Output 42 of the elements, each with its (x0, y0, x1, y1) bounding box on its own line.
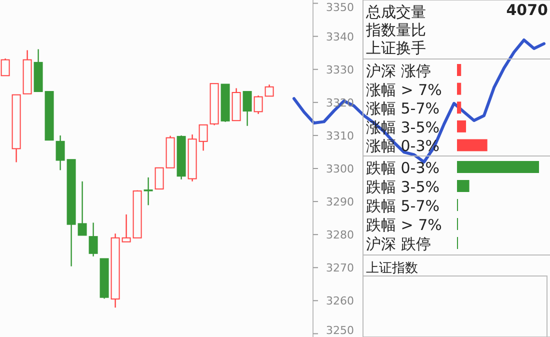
y-tick-label: 涨幅 3-5% (366, 118, 440, 136)
y-tick-label: 沪深 涨停 (366, 62, 431, 80)
y-tick-label: 跌幅 0-3% (366, 159, 440, 177)
y-tick-label: 3270 (326, 262, 354, 275)
y-tick-label: 3340 (326, 30, 354, 44)
y-tick-label: 3310 (326, 129, 354, 142)
candlestick (144, 176, 153, 206)
y-tick-label: 沪深 跌停 (366, 235, 431, 253)
y-tick-label: 跌幅 > 7% (366, 216, 442, 234)
text: 上证指数 (366, 261, 418, 276)
annotation: 上证换手 (366, 39, 426, 57)
candlestick (88, 222, 98, 257)
bar (457, 82, 462, 95)
candlestick (254, 94, 263, 115)
y-tick-label: 3330 (326, 63, 354, 76)
y-tick-label: 3300 (326, 162, 354, 176)
text: 4070 (506, 1, 548, 19)
candlestick (198, 124, 208, 152)
y-tick-label: 跌幅 3-5% (366, 178, 440, 196)
y-tick-label: 3280 (326, 228, 354, 242)
y-tick-label: 3250 (326, 324, 354, 337)
y-tick-label: 跌幅 5-7% (366, 197, 440, 215)
text: 总成交量 (365, 3, 426, 21)
bar (457, 161, 539, 173)
bar (457, 102, 462, 114)
bar (457, 64, 462, 76)
candlestick (264, 84, 274, 97)
bar (457, 120, 466, 132)
candlestick (56, 134, 65, 171)
y-tick-label: 涨幅 5-7% (366, 100, 440, 118)
text: 指数量比 (365, 21, 426, 39)
candlestick (0, 58, 10, 76)
candlestick (242, 90, 252, 126)
candlestick (122, 214, 131, 242)
candlestick (154, 167, 164, 190)
bar (457, 180, 470, 192)
y-tick-label: 3290 (326, 196, 354, 209)
y-tick-label: 3260 (326, 294, 354, 308)
y-tick-label: 涨幅 > 7% (366, 80, 442, 99)
bar (457, 139, 488, 152)
y-tick-label: 3350 (326, 1, 354, 14)
candlestick (78, 180, 87, 236)
